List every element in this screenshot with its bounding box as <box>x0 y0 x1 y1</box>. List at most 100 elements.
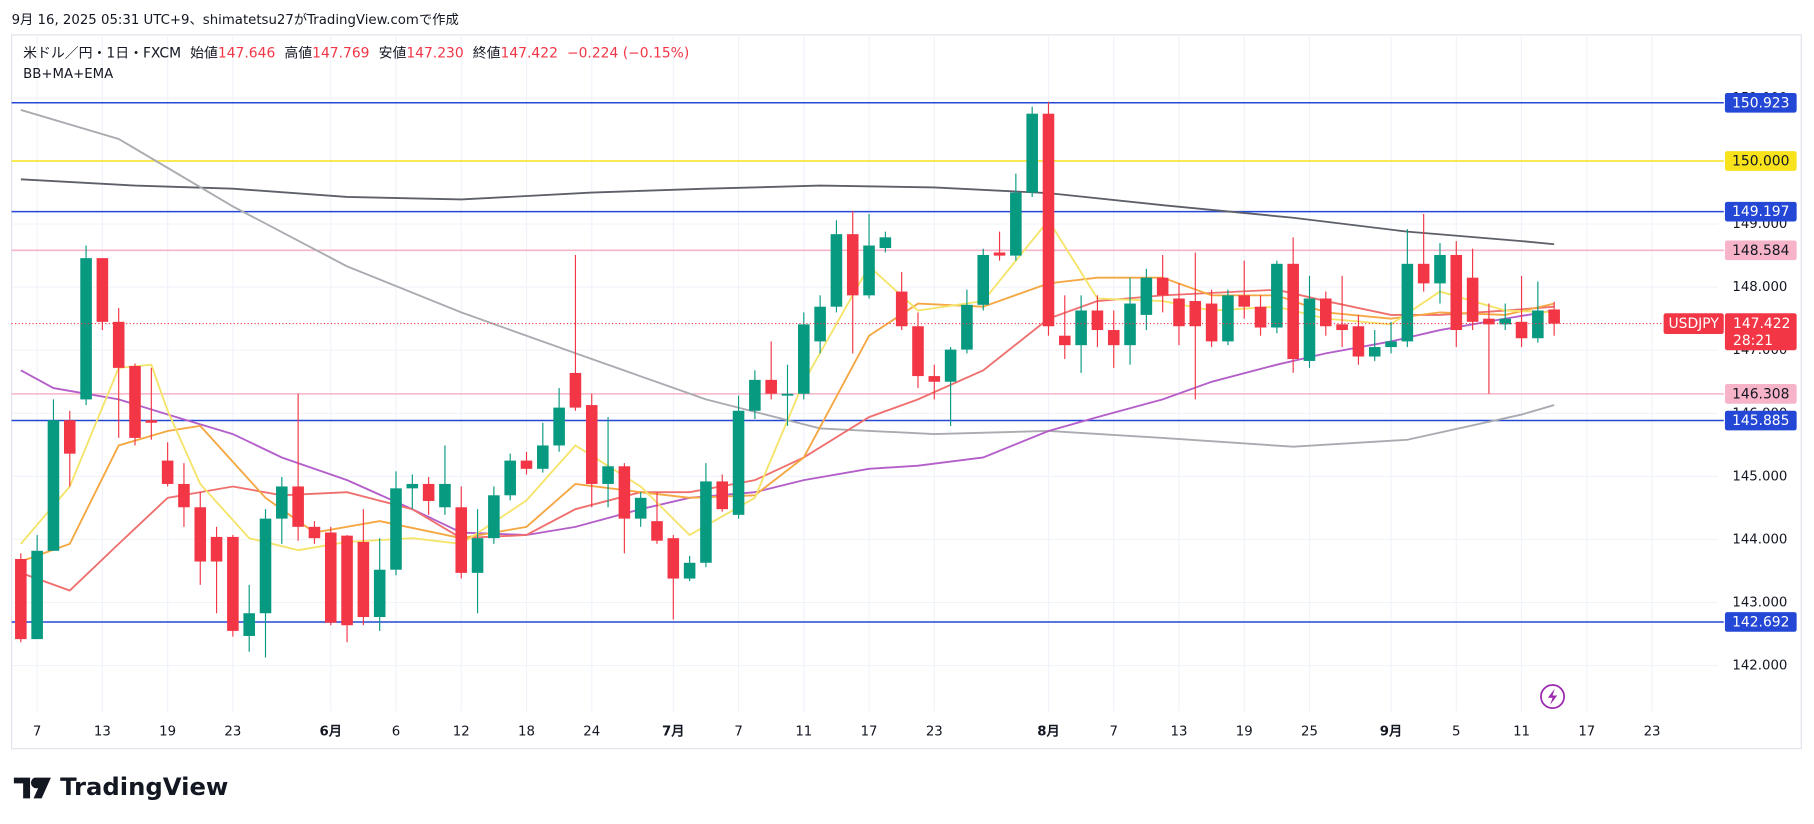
x-tick-label: 7月 <box>662 723 685 739</box>
x-tick-label: 11 <box>795 724 812 739</box>
candle-body <box>732 410 745 515</box>
candle-body <box>1205 303 1218 342</box>
candle-body <box>1515 321 1528 339</box>
x-tick-label: 8月 <box>1037 723 1060 739</box>
candle-body <box>357 541 370 618</box>
candle-body <box>1483 318 1495 325</box>
chart-frame <box>10 34 1802 750</box>
candle-body <box>47 420 60 551</box>
candle-body <box>895 291 908 327</box>
candle-body <box>1434 254 1446 284</box>
candle-body <box>96 258 109 322</box>
candle-body <box>585 405 598 484</box>
level-label-box <box>1724 92 1797 113</box>
level-label-box <box>1724 151 1797 171</box>
candle-body <box>1156 277 1169 296</box>
candle-body <box>977 254 990 305</box>
level-label: 142.692 <box>1732 615 1789 631</box>
candle-body <box>1222 295 1234 342</box>
level-label: 145.885 <box>1732 413 1789 429</box>
candle-body <box>814 306 826 342</box>
candle-body <box>1352 326 1365 357</box>
high-label: 高値 <box>284 44 312 61</box>
close-value: 147.422 <box>501 45 558 61</box>
candle-body <box>259 518 272 614</box>
candle-body <box>324 532 337 623</box>
caption: 9月 16, 2025 05:31 UTC+9、shimatetsu27がTra… <box>12 12 459 28</box>
close-label: 終値 <box>473 45 501 61</box>
candle-body <box>161 460 174 484</box>
candle-body <box>1010 192 1022 256</box>
candle-body <box>31 550 43 640</box>
x-tick-label: 5 <box>1452 724 1460 739</box>
candle-body <box>765 379 777 394</box>
indicator-line <box>20 218 1555 552</box>
indicator-line <box>20 309 1555 536</box>
candle-body <box>80 258 92 400</box>
candle-body <box>667 538 680 579</box>
indicator-line <box>20 276 1555 563</box>
candle-body <box>112 321 125 368</box>
candle-body <box>243 613 255 636</box>
x-tick-label: 19 <box>159 724 176 739</box>
x-tick-label: 9月 <box>1380 723 1403 739</box>
candle-body <box>63 420 76 454</box>
x-tick-label: 13 <box>1171 724 1188 739</box>
candle-body <box>700 481 712 563</box>
candle-body <box>683 562 696 579</box>
candle-body <box>618 466 631 519</box>
candle-body <box>602 466 614 484</box>
level-label: 148.584 <box>1732 243 1790 259</box>
candle-body <box>928 376 941 382</box>
candle-body <box>406 483 419 489</box>
x-tick-label: 13 <box>94 724 111 739</box>
level-label-box <box>1724 240 1797 261</box>
logo-text: TradingView <box>60 772 228 801</box>
high-value: 147.769 <box>312 45 369 61</box>
candle-body <box>210 536 223 562</box>
candle-body <box>944 349 957 382</box>
candle-body <box>1189 301 1202 327</box>
change: −0.224 (−0.15%) <box>567 45 689 61</box>
candle-body <box>1499 318 1512 325</box>
candle-body <box>537 445 549 469</box>
candle-body <box>1532 310 1544 339</box>
candle-body <box>716 481 729 510</box>
logo[interactable]: TradingView <box>13 772 228 801</box>
price-axis: 142.000143.000144.000145.000146.000147.0… <box>33 91 1797 739</box>
x-tick-label: 23 <box>926 724 943 739</box>
candle-body <box>781 393 794 396</box>
x-tick-label: 25 <box>1301 724 1318 739</box>
candle-body <box>194 507 207 562</box>
candle-body <box>227 536 239 631</box>
candle-body <box>1385 341 1397 348</box>
candle-body <box>1091 310 1104 331</box>
x-tick-label: 19 <box>1236 724 1253 739</box>
low-label: 安値 <box>379 45 407 61</box>
indicators: BB+MA+EMA <box>23 67 113 82</box>
candle-body <box>1287 263 1299 360</box>
candle-body <box>1303 298 1316 361</box>
candle-body <box>1271 263 1283 328</box>
candle-body <box>846 234 859 296</box>
candle-body <box>1466 277 1479 322</box>
x-tick-label: 17 <box>861 724 878 739</box>
candle-body <box>373 569 386 618</box>
candle-body <box>1450 254 1463 331</box>
candle-body <box>863 245 875 296</box>
candle-body <box>569 372 582 408</box>
candle-body <box>830 234 843 307</box>
candle-body <box>145 420 158 423</box>
candle-body <box>1042 113 1055 327</box>
candle-body <box>488 495 500 539</box>
indicator-line <box>20 288 1555 592</box>
candle-body <box>651 521 663 541</box>
candle-body <box>129 365 141 438</box>
level-label-box <box>1724 612 1797 632</box>
symbol-box <box>1663 313 1724 335</box>
level-label: 150.000 <box>1732 154 1789 170</box>
candle-body <box>520 460 533 469</box>
alert-icon[interactable] <box>1540 684 1565 710</box>
